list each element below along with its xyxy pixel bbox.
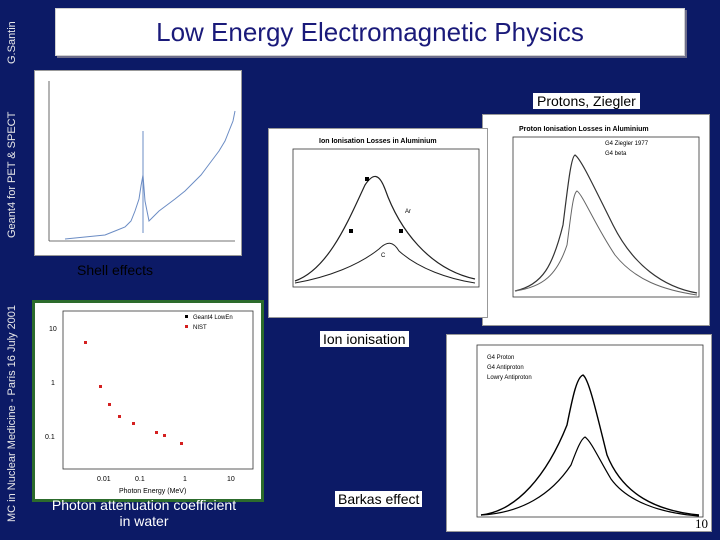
photon-xlabel: Photon Energy (MeV) bbox=[119, 488, 186, 495]
barkas-legend-1: G4 Proton bbox=[487, 355, 514, 361]
protons-ziegler-plot: Proton Ionisation Losses in Aluminium G4… bbox=[482, 114, 710, 326]
shell-effects-plot bbox=[34, 70, 242, 256]
barkas-legend-2: G4 Antiproton bbox=[487, 365, 524, 371]
protons-legend-2: G4 beta bbox=[605, 151, 627, 157]
photon-caption-line1: Photon attenuation coefficient bbox=[51, 497, 237, 513]
page-number: 10 bbox=[695, 516, 708, 531]
protons-ziegler-label: Protons, Ziegler bbox=[533, 93, 640, 109]
protons-chart-title: Proton Ionisation Losses in Aluminium bbox=[519, 126, 649, 133]
shell-effects-label: Shell effects bbox=[77, 262, 154, 278]
barkas-legend-3: Lowry Antiproton bbox=[487, 375, 532, 381]
photon-ytick-0.1: 0.1 bbox=[45, 434, 55, 441]
protons-chart: Proton Ionisation Losses in Aluminium G4… bbox=[512, 126, 700, 298]
ion-chart-title: Ion Ionisation Losses in Aluminium bbox=[319, 138, 437, 145]
ion-chart: Ion Ionisation Losses in Aluminium Ar C bbox=[292, 138, 480, 288]
author-label: G.Santin bbox=[6, 21, 18, 64]
photon-chart: 10 1 0.1 0.01 0.1 1 10 Photon Energy (Me… bbox=[45, 310, 254, 495]
photon-legend-1: Geant4 LowEn bbox=[193, 315, 233, 321]
ion-ionisation-label: Ion ionisation bbox=[320, 331, 409, 347]
photon-xtick-10: 10 bbox=[227, 476, 235, 483]
barkas-chart: G4 Proton G4 Antiproton Lowry Antiproton bbox=[476, 344, 704, 518]
photon-legend-2: NIST bbox=[193, 325, 207, 331]
subtitle-label: Geant4 for PET & SPECT bbox=[6, 111, 18, 238]
photon-attenuation-plot: 10 1 0.1 0.01 0.1 1 10 Photon Energy (Me… bbox=[32, 300, 264, 502]
photon-ytick-10: 10 bbox=[49, 326, 57, 333]
protons-legend-1: G4 Ziegler 1977 bbox=[605, 141, 649, 147]
photon-xtick-1: 1 bbox=[183, 476, 187, 483]
barkas-effect-plot: G4 Proton G4 Antiproton Lowry Antiproton bbox=[446, 334, 712, 532]
conference-label: MC in Nuclear Medicine - Paris 16 July 2… bbox=[6, 304, 18, 522]
photon-caption: Photon attenuation coefficient in water bbox=[30, 497, 258, 529]
photon-xtick-0.01: 0.01 bbox=[97, 476, 111, 483]
photon-xtick-0.1: 0.1 bbox=[135, 476, 145, 483]
photon-nist-points bbox=[84, 341, 183, 445]
title-bar: Low Energy Electromagnetic Physics bbox=[55, 8, 685, 56]
barkas-effect-label: Barkas effect bbox=[335, 491, 423, 507]
photon-ytick-1: 1 bbox=[51, 380, 55, 387]
ion-annotation-c: C bbox=[381, 253, 386, 259]
ion-annotation-ar: Ar bbox=[405, 209, 411, 215]
shell-effects-chart bbox=[48, 81, 236, 242]
photon-caption-line2: in water bbox=[119, 513, 169, 529]
page-title: Low Energy Electromagnetic Physics bbox=[156, 16, 584, 47]
ion-ionisation-plot: Ion Ionisation Losses in Aluminium Ar C bbox=[268, 128, 488, 318]
